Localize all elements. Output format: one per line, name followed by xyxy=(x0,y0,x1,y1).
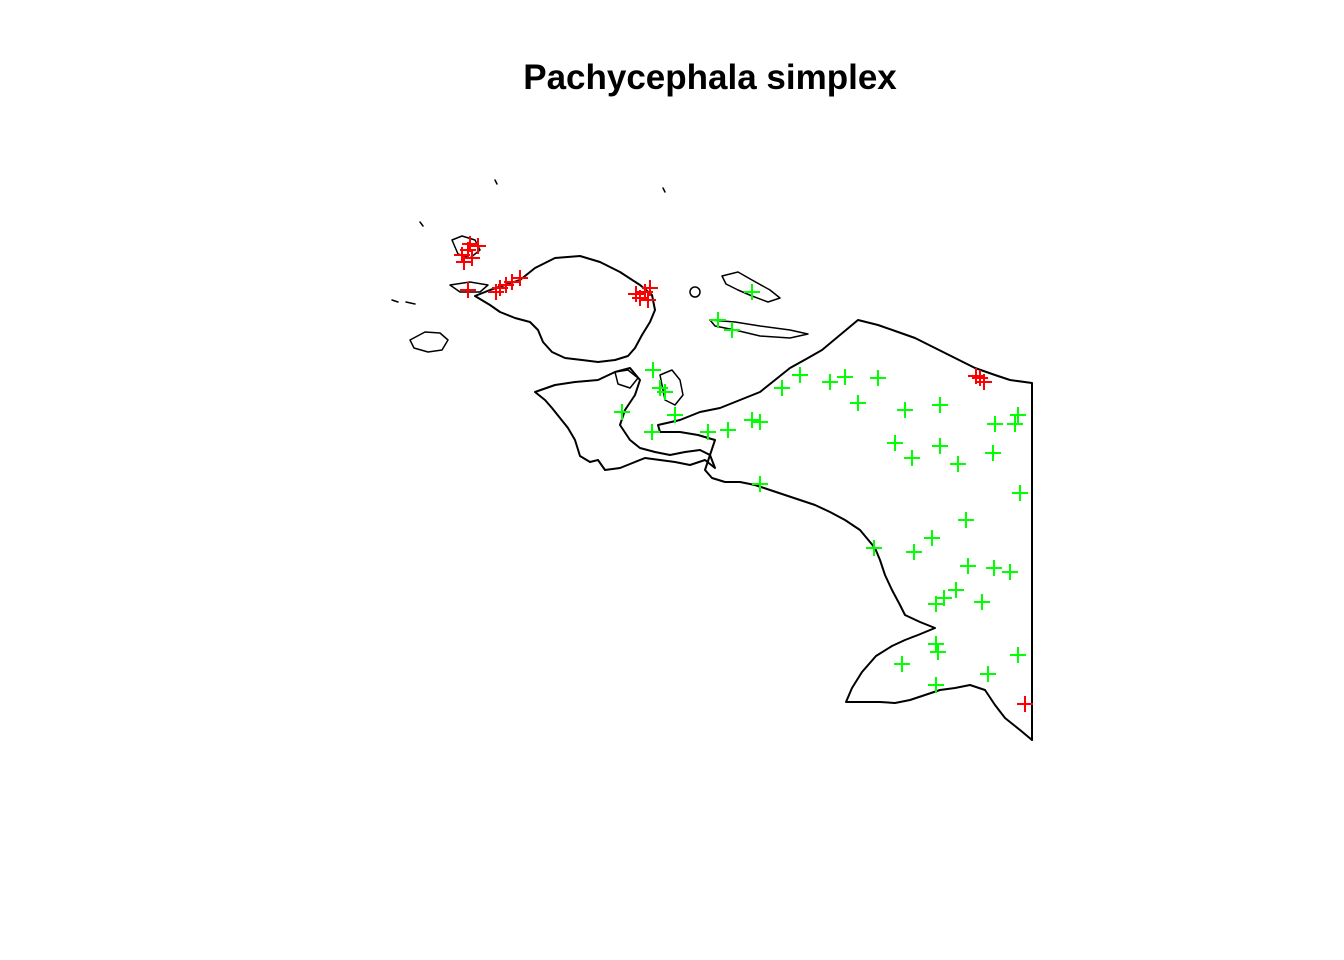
green-record-marker xyxy=(870,370,886,386)
red-record-marker xyxy=(456,254,472,270)
green-record-marker xyxy=(930,644,946,660)
red-record-marker xyxy=(640,292,656,308)
green-record-marker xyxy=(932,397,948,413)
green-record-marker xyxy=(667,407,683,423)
green-record-marker xyxy=(906,544,922,560)
green-record-marker xyxy=(928,677,944,693)
green-record-marker xyxy=(1007,416,1023,432)
green-record-marker xyxy=(960,558,976,574)
green-record-marker xyxy=(837,369,853,385)
coastline-outline xyxy=(391,179,1033,741)
green-record-marker xyxy=(985,445,1001,461)
green-record-marker xyxy=(645,362,661,378)
green-record-marker xyxy=(932,438,948,454)
green-record-marker xyxy=(720,422,736,438)
green-record-marker xyxy=(897,402,913,418)
red-record-marker xyxy=(460,282,476,298)
green-record-marker xyxy=(928,596,944,612)
green-record-marker xyxy=(904,450,920,466)
red-record-marker xyxy=(968,368,984,384)
green-record-marker xyxy=(644,424,660,440)
green-record-marker xyxy=(987,416,1003,432)
green-record-marker xyxy=(980,666,996,682)
red-record-marker xyxy=(462,236,478,252)
green-record-marker xyxy=(792,367,808,383)
green-record-marker xyxy=(1002,564,1018,580)
green-record-marker xyxy=(700,424,716,440)
green-record-marker xyxy=(1012,485,1028,501)
green-record-marker xyxy=(710,312,726,328)
green-record-marker xyxy=(850,395,866,411)
red-record-marker xyxy=(464,250,480,266)
red-record-marker xyxy=(642,280,658,296)
green-record-marker xyxy=(866,540,882,556)
green-record-marker xyxy=(948,582,964,598)
red-record-marker xyxy=(632,290,648,306)
green-record-marker xyxy=(744,412,760,428)
green-record-marker xyxy=(986,560,1002,576)
green-record-marker xyxy=(928,636,944,652)
green-record-marker xyxy=(744,284,760,300)
green-record-marker xyxy=(958,512,974,528)
green-record-marker xyxy=(950,456,966,472)
red-record-marker xyxy=(1017,696,1033,712)
red-record-marker xyxy=(498,277,514,293)
green-record-marker xyxy=(752,476,768,492)
green-record-marker xyxy=(894,656,910,672)
green-record-marker xyxy=(822,374,838,390)
map-title: Pachycephala simplex xyxy=(523,58,897,97)
green-record-marker xyxy=(614,404,630,420)
green-record-marker xyxy=(657,384,673,400)
green-record-marker xyxy=(774,380,790,396)
green-record-marker xyxy=(1010,407,1026,423)
green-record-marker xyxy=(1010,647,1026,663)
red-record-marker xyxy=(972,370,988,386)
green-record-marker xyxy=(924,530,940,546)
green-record-marker xyxy=(752,414,768,430)
green-record-marker xyxy=(724,322,740,338)
red-record-marker xyxy=(470,238,486,254)
occurrence-records xyxy=(454,236,1033,712)
red-record-marker xyxy=(512,270,528,286)
red-record-marker xyxy=(454,247,470,263)
red-record-marker xyxy=(628,286,644,302)
red-record-marker xyxy=(488,284,504,300)
green-record-marker xyxy=(974,594,990,610)
green-record-marker xyxy=(887,435,903,451)
